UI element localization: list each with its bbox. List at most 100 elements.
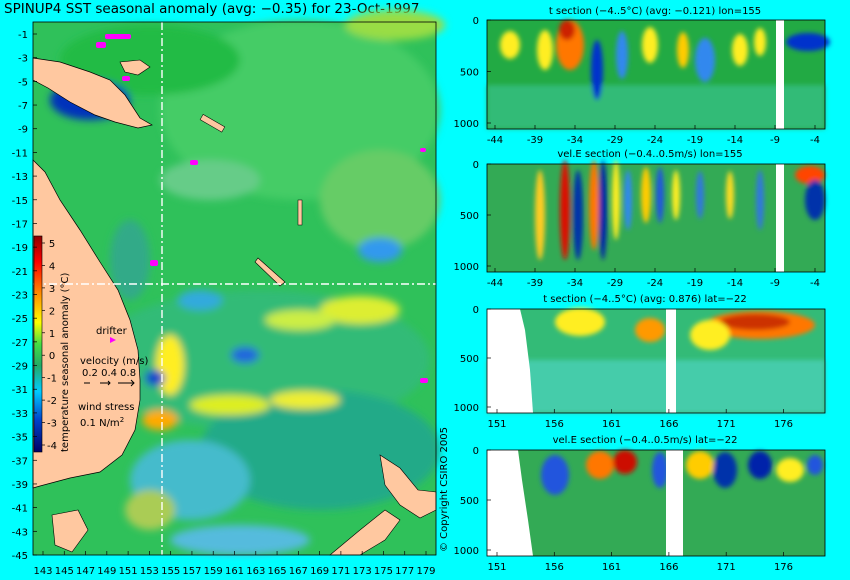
drifter-tracks — [96, 34, 428, 383]
colorbar-ticks: 5 4 3 2 1 0 -1 -2 -3 -4 — [42, 239, 57, 452]
section-gap — [666, 450, 683, 556]
drifter-track — [420, 148, 426, 152]
y-tick-label: 0 — [473, 160, 479, 171]
panel-title: vel.E section (−0.4..0.5m/s) lon=155 — [557, 149, 742, 160]
colorbar-tick-label: 2 — [49, 306, 55, 317]
section-field — [487, 20, 830, 129]
x-tick-label: 177 — [395, 566, 414, 577]
y-tick-label: 0 — [473, 305, 479, 316]
panel-frame — [486, 308, 826, 414]
y-tick-label: -37 — [12, 456, 28, 467]
y-tick-label: -43 — [12, 527, 28, 538]
panel-title: vel.E section (−0.4..0.5m/s) lat=−22 — [553, 435, 738, 446]
tasmania — [51, 509, 89, 553]
x-tick-label: 165 — [268, 566, 287, 577]
y-tick-label: -19 — [12, 243, 28, 254]
panel-title: t section (−4..5°C) (avg: 0.876) lat=−22 — [543, 294, 747, 305]
colorbar-tick-label: -3 — [47, 419, 57, 430]
y-tick-label: -31 — [12, 385, 28, 396]
x-tick-label: 171 — [717, 419, 736, 430]
x-tick-label: 157 — [182, 566, 201, 577]
drifter-track — [96, 42, 106, 48]
x-tick-label: 155 — [161, 566, 180, 577]
y-tick-label: -23 — [12, 291, 28, 302]
y-tick-label: -17 — [12, 219, 28, 230]
x-tick-label: -19 — [687, 278, 703, 289]
map-axes: 143 145 147 149 151 153 155 157 159 161 163 165 167 1… — [12, 30, 436, 577]
section-field — [487, 308, 825, 413]
y-tick-label: -13 — [12, 172, 28, 183]
y-tick-label: -39 — [12, 480, 28, 491]
colorbar-label: temperature seasonal anomaly (°C) — [60, 273, 71, 452]
x-tick-label: 149 — [97, 566, 116, 577]
legend-wind-scale: 0.1 N/m2 — [80, 416, 124, 429]
x-tick-label: 161 — [602, 562, 621, 573]
section-panel-2: vel.E section (−0.4..0.5m/s) lon=155 -44… — [454, 149, 826, 289]
section-gap — [666, 309, 676, 413]
x-tick-label: -24 — [647, 278, 663, 289]
x-tick-label: 156 — [545, 562, 564, 573]
x-tick-label: -14 — [727, 278, 743, 289]
x-tick-label: 167 — [289, 566, 308, 577]
colorbar-tick-label: 4 — [49, 261, 55, 272]
y-tick-label: -33 — [12, 409, 28, 420]
section-panel-3: t section (−4..5°C) (avg: 0.876) lat=−22… — [454, 294, 826, 430]
map-panel: 5 4 3 2 1 0 -1 -2 -3 -4 temperature seasonal anom… — [12, 10, 445, 577]
y-tick-label: 500 — [460, 68, 479, 79]
x-tick-label: -4 — [810, 278, 820, 289]
panel-axes: 151 156 161 166 171 176 0 500 1000 — [454, 305, 793, 430]
x-tick-label: 147 — [76, 566, 95, 577]
x-tick-label: -39 — [527, 278, 543, 289]
x-tick-label: 166 — [659, 419, 678, 430]
chart-title: SPINUP4 SST seasonal anomaly (avg: −0.35… — [4, 1, 420, 17]
y-tick-label: 0 — [473, 16, 479, 27]
y-tick-label: 1000 — [454, 403, 479, 414]
y-tick-label: 500 — [460, 354, 479, 365]
colorbar-tick-label: -2 — [47, 396, 57, 407]
land-masses — [32, 57, 437, 556]
section-field — [541, 450, 823, 495]
y-tick-label: -21 — [12, 267, 28, 278]
section-panel-4: vel.E section (−0.4..0.5m/s) lat=−22 151… — [454, 435, 826, 573]
panel-frame — [486, 163, 826, 273]
x-tick-label: -44 — [487, 135, 503, 146]
australia — [32, 159, 141, 489]
land-mask — [487, 450, 533, 556]
section-panel-1: t section (−4..5°C) (avg: −0.121) lon=15… — [454, 6, 830, 146]
solomon-islands — [199, 114, 226, 133]
x-tick-label: -34 — [567, 278, 583, 289]
colorbar-tick-label: 3 — [49, 284, 55, 295]
section-field — [535, 160, 825, 260]
section-gap — [776, 20, 784, 129]
panel-title: t section (−4..5°C) (avg: −0.121) lon=15… — [549, 6, 761, 17]
x-tick-label: 145 — [55, 566, 74, 577]
panel-axes: -44 -39 -34 -29 -24 -19 -14 -9 -4 0 500 1000 — [454, 16, 820, 146]
colorbar-tick-label: 5 — [49, 239, 55, 250]
x-tick-label: -29 — [607, 278, 623, 289]
x-tick-label: 166 — [659, 562, 678, 573]
x-tick-label: 163 — [246, 566, 265, 577]
x-tick-label: -29 — [607, 135, 623, 146]
section-gap — [776, 164, 784, 272]
legend-velocity-scale: 0.2 0.4 0.8 — [82, 368, 136, 379]
legend-drifter-mark — [110, 337, 116, 343]
panel-frame — [486, 449, 826, 557]
x-tick-label: 171 — [331, 566, 350, 577]
x-tick-label: 161 — [602, 419, 621, 430]
x-tick-label: 176 — [774, 562, 793, 573]
drifter-track — [190, 160, 198, 165]
y-tick-label: -25 — [12, 314, 28, 325]
y-tick-label: -27 — [12, 338, 28, 349]
y-tick-label: -9 — [18, 125, 28, 136]
drifter-track — [105, 34, 131, 39]
y-tick-label: -3 — [18, 54, 28, 65]
y-tick-label: -7 — [18, 101, 28, 112]
panel-axes: -44 -39 -34 -29 -24 -19 -14 -9 -4 0 500 1000 — [454, 160, 820, 289]
land-mask — [487, 309, 533, 413]
new-guinea — [32, 57, 153, 129]
drifter-track — [122, 76, 130, 81]
y-tick-label: 1000 — [454, 119, 479, 130]
y-tick-label: 1000 — [454, 546, 479, 557]
x-tick-label: 151 — [487, 562, 506, 573]
